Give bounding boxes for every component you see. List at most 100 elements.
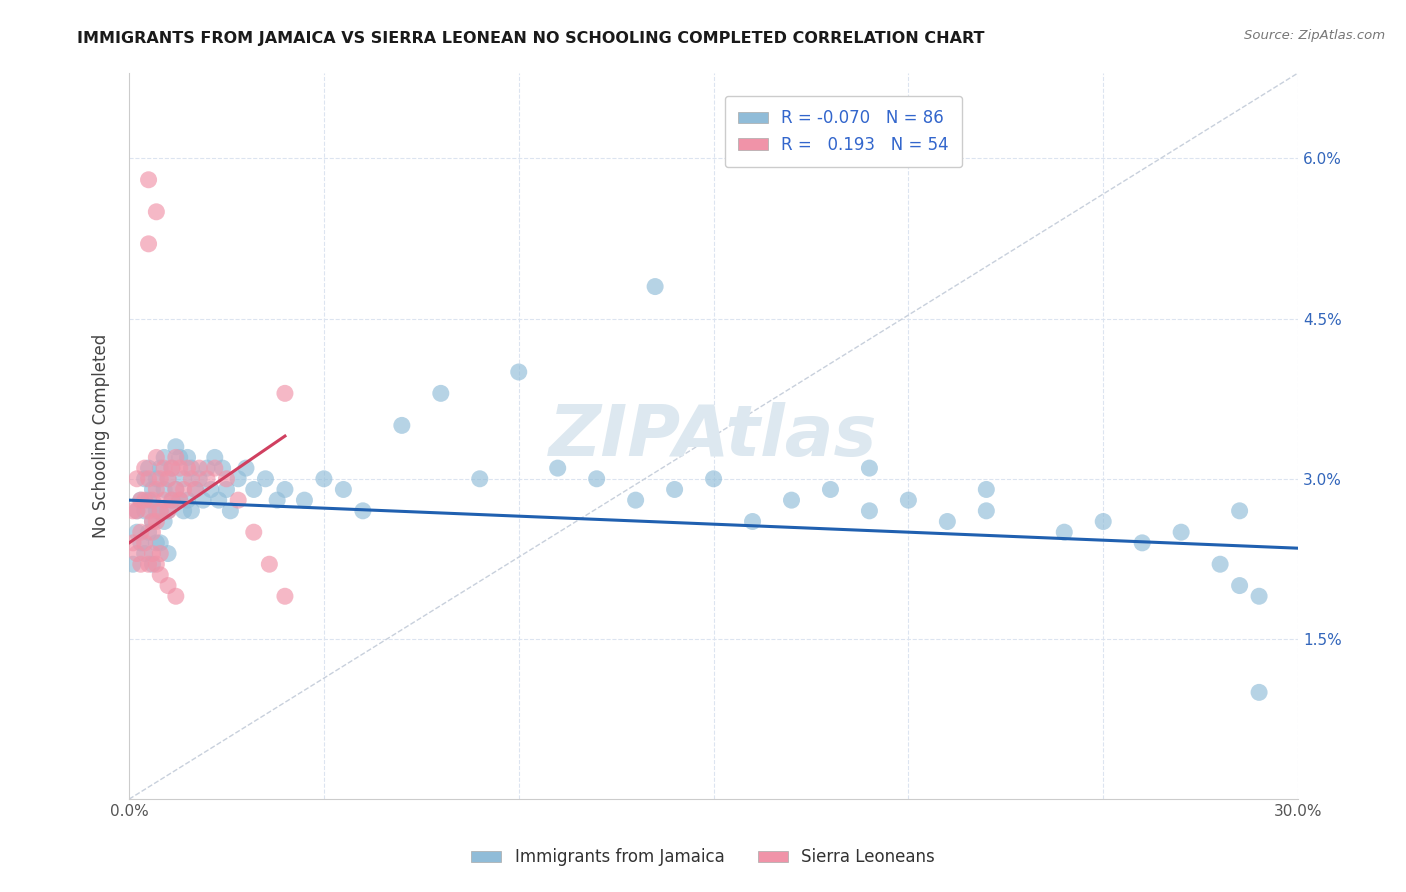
Point	[160, 493, 183, 508]
Point	[145, 450, 167, 465]
Point	[125, 504, 148, 518]
Point	[226, 472, 249, 486]
Point	[157, 547, 180, 561]
Point	[173, 483, 195, 497]
Point	[188, 472, 211, 486]
Point	[191, 493, 214, 508]
Point	[858, 504, 880, 518]
Point	[138, 472, 160, 486]
Point	[145, 504, 167, 518]
Point	[703, 472, 725, 486]
Point	[157, 472, 180, 486]
Text: Source: ZipAtlas.com: Source: ZipAtlas.com	[1244, 29, 1385, 42]
Point	[138, 493, 160, 508]
Point	[165, 450, 187, 465]
Point	[141, 515, 163, 529]
Point	[138, 461, 160, 475]
Point	[195, 461, 218, 475]
Point	[976, 483, 998, 497]
Text: ZIPAtlas: ZIPAtlas	[550, 401, 877, 471]
Point	[157, 472, 180, 486]
Point	[134, 493, 156, 508]
Point	[160, 461, 183, 475]
Point	[149, 547, 172, 561]
Point	[141, 547, 163, 561]
Legend: Immigrants from Jamaica, Sierra Leoneans: Immigrants from Jamaica, Sierra Leoneans	[464, 842, 942, 873]
Point	[145, 204, 167, 219]
Point	[176, 493, 198, 508]
Point	[141, 493, 163, 508]
Point	[664, 483, 686, 497]
Point	[976, 504, 998, 518]
Point	[125, 525, 148, 540]
Point	[184, 483, 207, 497]
Point	[138, 525, 160, 540]
Point	[145, 558, 167, 572]
Point	[332, 483, 354, 497]
Point	[134, 472, 156, 486]
Point	[157, 504, 180, 518]
Point	[153, 493, 176, 508]
Point	[936, 515, 959, 529]
Point	[624, 493, 647, 508]
Point	[141, 525, 163, 540]
Point	[1209, 558, 1232, 572]
Point	[145, 472, 167, 486]
Point	[1170, 525, 1192, 540]
Point	[129, 493, 152, 508]
Point	[145, 483, 167, 497]
Point	[180, 504, 202, 518]
Point	[138, 504, 160, 518]
Point	[780, 493, 803, 508]
Point	[259, 558, 281, 572]
Point	[129, 558, 152, 572]
Point	[215, 483, 238, 497]
Point	[204, 450, 226, 465]
Point	[585, 472, 607, 486]
Point	[169, 450, 191, 465]
Point	[1249, 589, 1271, 603]
Point	[1130, 536, 1153, 550]
Point	[430, 386, 453, 401]
Point	[897, 493, 920, 508]
Point	[122, 558, 145, 572]
Y-axis label: No Schooling Completed: No Schooling Completed	[93, 334, 110, 538]
Point	[122, 536, 145, 550]
Point	[138, 173, 160, 187]
Point	[644, 279, 666, 293]
Point	[741, 515, 763, 529]
Point	[134, 536, 156, 550]
Point	[125, 504, 148, 518]
Point	[508, 365, 530, 379]
Point	[254, 472, 277, 486]
Point	[208, 493, 231, 508]
Point	[200, 483, 222, 497]
Point	[138, 236, 160, 251]
Point	[149, 504, 172, 518]
Point	[125, 547, 148, 561]
Point	[153, 515, 176, 529]
Point	[145, 536, 167, 550]
Point	[1229, 504, 1251, 518]
Point	[125, 472, 148, 486]
Point	[165, 483, 187, 497]
Point	[169, 493, 191, 508]
Point	[215, 472, 238, 486]
Point	[157, 504, 180, 518]
Point	[184, 483, 207, 497]
Point	[149, 504, 172, 518]
Point	[1229, 578, 1251, 592]
Point	[129, 536, 152, 550]
Point	[188, 461, 211, 475]
Point	[1053, 525, 1076, 540]
Point	[160, 493, 183, 508]
Point	[134, 547, 156, 561]
Point	[173, 472, 195, 486]
Point	[1092, 515, 1115, 529]
Point	[266, 493, 288, 508]
Point	[141, 515, 163, 529]
Point	[1249, 685, 1271, 699]
Point	[149, 568, 172, 582]
Point	[312, 472, 335, 486]
Point	[391, 418, 413, 433]
